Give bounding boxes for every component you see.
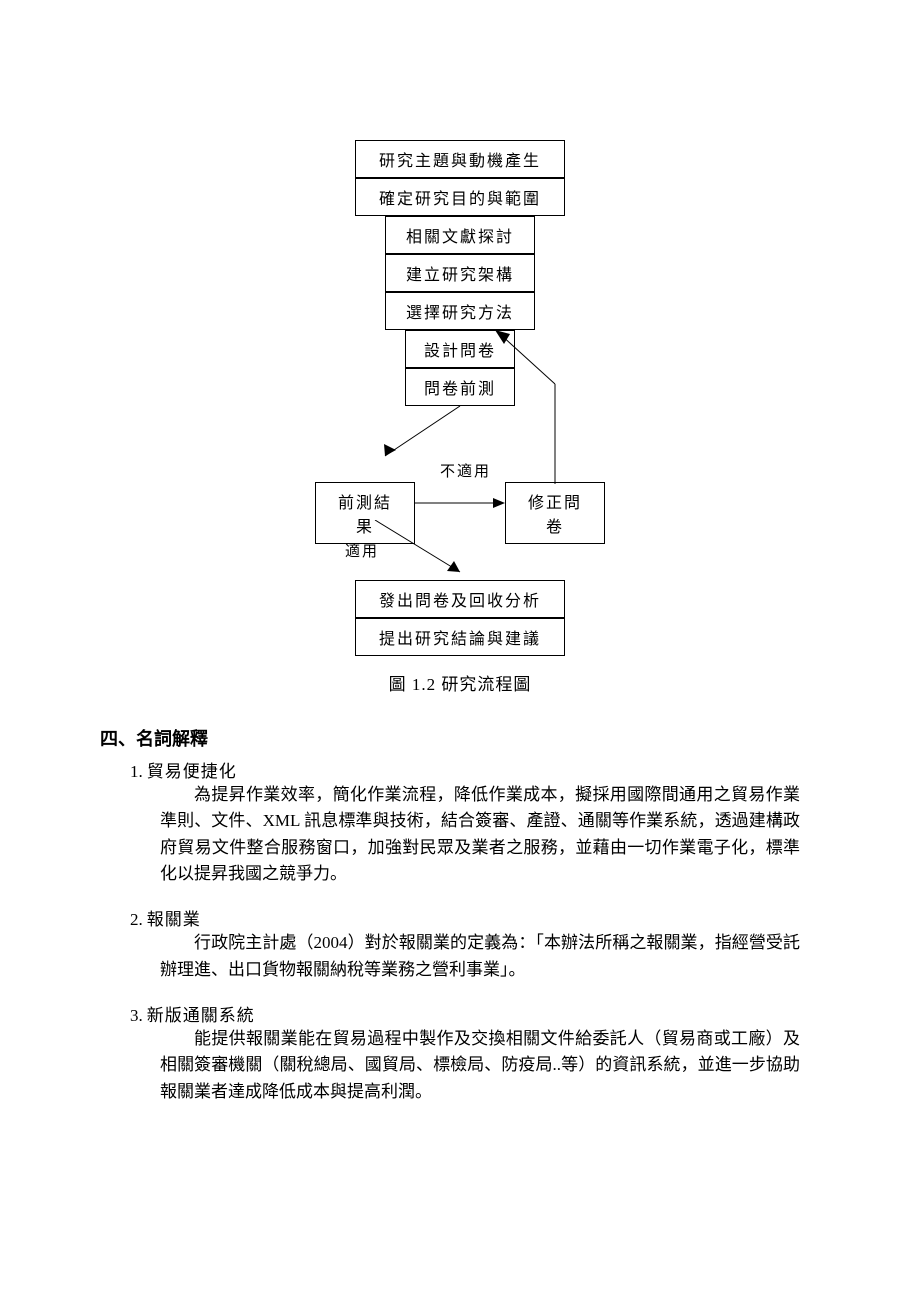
def-body: 行政院主計處（2004）對於報關業的定義為：「本辦法所稱之報關業，指經營受託辦理… bbox=[160, 930, 800, 983]
def-num: 2. bbox=[130, 910, 143, 929]
edge-applicable: 適用 bbox=[345, 540, 379, 561]
def-body: 能提供報關業能在貿易過程中製作及交換相關文件給委託人（貿易商或工廠）及相關簽審機… bbox=[160, 1026, 800, 1105]
def-num: 1. bbox=[130, 762, 143, 781]
node-framework: 建立研究架構 bbox=[385, 254, 535, 292]
research-flowchart: 研究主題與動機產生 確定研究目的與範圍 相關文獻探討 建立研究架構 選擇研究方法… bbox=[260, 140, 660, 695]
node-conclusion: 提出研究結論與建議 bbox=[355, 618, 565, 656]
def-title: 新版通關系統 bbox=[147, 1006, 255, 1025]
node-topic-motivation: 研究主題與動機產生 bbox=[355, 140, 565, 178]
node-literature: 相關文獻探討 bbox=[385, 216, 535, 254]
section-title-terms: 四、名詞解釋 bbox=[100, 725, 840, 751]
figure-caption: 圖 1.2 研究流程圖 bbox=[260, 670, 660, 695]
post-split-region: 適用 bbox=[260, 520, 660, 580]
def-body: 為提昇作業效率，簡化作業流程，降低作業成本，擬採用國際間通用之貿易作業準則、文件… bbox=[160, 782, 800, 887]
def-num: 3. bbox=[130, 1006, 143, 1025]
definition-3: 3. 新版通關系統 能提供報關業能在貿易過程中製作及交換相關文件給委託人（貿易商… bbox=[130, 1001, 800, 1105]
def-title: 報關業 bbox=[147, 910, 201, 929]
def-title: 貿易便捷化 bbox=[147, 762, 237, 781]
definition-1: 1. 貿易便捷化 為提昇作業效率，簡化作業流程，降低作業成本，擬採用國際間通用之… bbox=[130, 757, 800, 887]
node-purpose-scope: 確定研究目的與範圍 bbox=[355, 178, 565, 216]
feedback-arrow-icon bbox=[260, 324, 660, 524]
definition-2: 2. 報關業 行政院主計處（2004）對於報關業的定義為：「本辦法所稱之報關業，… bbox=[130, 905, 800, 983]
node-distribute-analyze: 發出問卷及回收分析 bbox=[355, 580, 565, 618]
